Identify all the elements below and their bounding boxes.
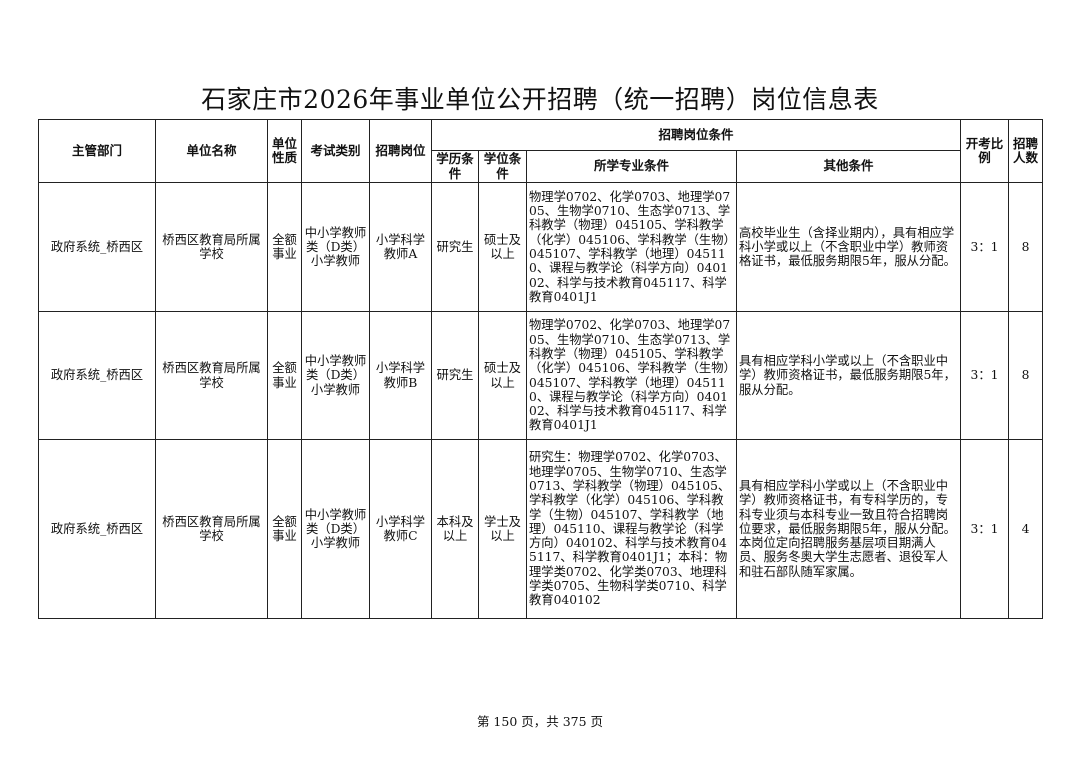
cell-major: 研究生：物理学0702、化学0703、地理学0705、生物学0710、生态学07…: [526, 439, 737, 619]
cell-dept: 政府系统_桥西区: [38, 439, 156, 619]
header-count: 招聘人数: [1008, 119, 1044, 183]
cell-unit: 桥西区教育局所属学校: [155, 182, 268, 312]
cell-count: 8: [1008, 311, 1044, 440]
cell-post: 小学科学教师C: [369, 439, 432, 619]
cell-exam-type: 中小学教师类（D类）小学教师: [301, 311, 370, 440]
cell-major: 物理学0702、化学0703、地理学0705、生物学0710、生态学0713、学…: [526, 182, 737, 312]
cell-nature: 全额事业: [267, 311, 302, 440]
page-number: 第 150 页，共 375 页: [476, 714, 604, 729]
cell-degree: 硕士及以上: [478, 311, 527, 440]
table-row: 政府系统_桥西区 桥西区教育局所属学校 全额事业 中小学教师类（D类）小学教师 …: [38, 439, 1044, 619]
cell-count: 4: [1008, 439, 1044, 619]
cell-ratio: 3：1: [960, 439, 1010, 619]
cell-degree: 硕士及以上: [478, 182, 527, 312]
header-education: 学历条件: [431, 150, 479, 183]
header-ratio: 开考比例: [960, 119, 1010, 183]
cell-post: 小学科学教师A: [369, 182, 432, 312]
cell-ratio: 3：1: [960, 182, 1010, 312]
cell-unit: 桥西区教育局所属学校: [155, 311, 268, 440]
header-unit: 单位名称: [155, 119, 268, 183]
positions-table: 主管部门 单位名称 单位性质 考试类别 招聘岗位 招聘岗位条件 开考比例 招聘人…: [38, 119, 1044, 619]
cell-count: 8: [1008, 182, 1044, 312]
cell-major: 物理学0702、化学0703、地理学0705、生物学0710、生态学0713、学…: [526, 311, 737, 440]
cell-education: 研究生: [431, 311, 479, 440]
cell-exam-type: 中小学教师类（D类）小学教师: [301, 182, 370, 312]
table-row: 政府系统_桥西区 桥西区教育局所属学校 全额事业 中小学教师类（D类）小学教师 …: [38, 182, 1044, 312]
header-nature: 单位性质: [267, 119, 302, 183]
cell-nature: 全额事业: [267, 439, 302, 619]
header-degree: 学位条件: [478, 150, 527, 183]
header-row: 主管部门 单位名称 单位性质 考试类别 招聘岗位 招聘岗位条件 开考比例 招聘人…: [38, 119, 1044, 183]
header-exam-type: 考试类别: [301, 119, 370, 183]
header-conditions: 招聘岗位条件: [430, 119, 962, 151]
cell-other: 具有相应学科小学或以上（不含职业中学）教师资格证书，有专科学历的，专科专业须与本…: [735, 439, 962, 619]
cell-exam-type: 中小学教师类（D类）小学教师: [301, 439, 370, 619]
header-post: 招聘岗位: [369, 119, 432, 183]
header-subrow: 学历条件 学位条件 所学专业条件 其他条件: [39, 150, 1043, 183]
cell-degree: 学士及以上: [478, 439, 527, 619]
table-row: 政府系统_桥西区 桥西区教育局所属学校 全额事业 中小学教师类（D类）小学教师 …: [38, 311, 1044, 440]
cell-other: 具有相应学科小学或以上（不含职业中学）教师资格证书，最低服务期限5年，服从分配。: [735, 311, 962, 440]
cell-ratio: 3：1: [960, 311, 1010, 440]
cell-dept: 政府系统_桥西区: [38, 182, 156, 312]
cell-other: 高校毕业生（含择业期内），具有相应学科小学或以上（不含职业中学）教师资格证书，最…: [735, 182, 962, 312]
cell-education: 研究生: [431, 182, 479, 312]
header-dept: 主管部门: [38, 119, 156, 183]
page-title: 石家庄市2026年事业单位公开招聘（统一招聘）岗位信息表: [201, 85, 879, 114]
cell-education: 本科及以上: [431, 439, 479, 619]
cell-nature: 全额事业: [267, 182, 302, 312]
cell-dept: 政府系统_桥西区: [38, 311, 156, 440]
cell-unit: 桥西区教育局所属学校: [155, 439, 268, 619]
header-other: 其他条件: [735, 150, 962, 183]
header-major: 所学专业条件: [526, 150, 737, 183]
cell-post: 小学科学教师B: [369, 311, 432, 440]
